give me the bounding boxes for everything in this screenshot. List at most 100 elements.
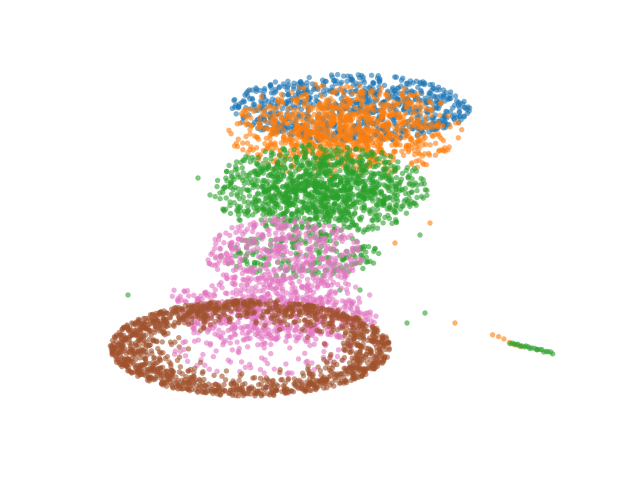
- data-point: [234, 208, 241, 214]
- data-point: [296, 240, 302, 246]
- data-point: [234, 166, 240, 172]
- data-point: [280, 81, 287, 87]
- data-point: [293, 155, 300, 161]
- data-point: [238, 159, 244, 166]
- data-point: [349, 219, 355, 225]
- data-point: [367, 258, 373, 264]
- data-point: [294, 268, 300, 275]
- data-point: [306, 142, 313, 148]
- data-point: [250, 236, 257, 242]
- data-point: [312, 216, 318, 222]
- data-point: [280, 215, 286, 221]
- data-point: [274, 161, 280, 167]
- data-point: [359, 152, 365, 158]
- data-point: [159, 339, 165, 345]
- data-point: [295, 356, 302, 362]
- data-point: [249, 228, 256, 235]
- data-point: [437, 112, 443, 119]
- data-point: [414, 187, 420, 194]
- data-point: [427, 142, 433, 148]
- data-point: [346, 197, 352, 203]
- data-point: [400, 203, 406, 209]
- data-point: [247, 248, 254, 254]
- data-point: [294, 159, 301, 166]
- data-point: [396, 137, 402, 143]
- data-point: [338, 252, 345, 258]
- data-point: [343, 249, 349, 256]
- data-point: [388, 153, 394, 160]
- data-point: [284, 150, 290, 156]
- data-point: [330, 117, 336, 123]
- data-point: [287, 257, 293, 263]
- data-point: [245, 149, 251, 156]
- data-point: [368, 87, 374, 94]
- data-point: [204, 329, 211, 335]
- data-point: [353, 199, 360, 205]
- data-point: [356, 299, 363, 305]
- data-point: [348, 306, 354, 312]
- data-point: [263, 135, 269, 142]
- data-point: [200, 369, 206, 375]
- data-point: [403, 210, 410, 216]
- data-point: [287, 169, 293, 176]
- data-point: [370, 223, 376, 229]
- data-point: [399, 170, 406, 177]
- data-point: [357, 217, 364, 223]
- data-point: [255, 155, 261, 161]
- data-point: [370, 102, 377, 108]
- data-point: [332, 289, 339, 295]
- data-point: [397, 179, 403, 185]
- data-point: [377, 76, 383, 82]
- data-point: [256, 115, 263, 122]
- data-point: [301, 122, 307, 129]
- data-point: [215, 332, 221, 338]
- data-point: [240, 147, 246, 153]
- data-point: [371, 142, 377, 149]
- data-point: [216, 327, 222, 333]
- data-point: [394, 192, 401, 198]
- data-point: [323, 311, 329, 317]
- data-point: [362, 132, 369, 138]
- data-point: [443, 90, 449, 96]
- data-point: [290, 265, 297, 271]
- data-point: [292, 186, 298, 192]
- data-point: [321, 168, 327, 174]
- data-point: [287, 345, 293, 351]
- data-point: [251, 259, 258, 266]
- data-point: [355, 308, 361, 315]
- data-point: [284, 87, 291, 93]
- data-point: [359, 92, 366, 99]
- data-point: [266, 272, 273, 278]
- data-point: [182, 288, 188, 295]
- data-point: [211, 291, 217, 298]
- data-point: [218, 280, 224, 286]
- data-point: [222, 338, 229, 344]
- data-point: [311, 193, 318, 200]
- data-point: [379, 149, 385, 156]
- data-point: [368, 72, 375, 79]
- data-point: [222, 377, 229, 383]
- data-point: [335, 281, 341, 288]
- data-point: [238, 223, 245, 229]
- data-point: [451, 115, 457, 122]
- data-point: [301, 85, 307, 91]
- data-point: [329, 228, 335, 234]
- data-point: [305, 327, 311, 333]
- data-point: [388, 170, 394, 176]
- data-point: [228, 240, 235, 246]
- data-point: [185, 293, 192, 299]
- data-point: [269, 278, 275, 284]
- data-point: [271, 366, 277, 372]
- data-point: [298, 187, 304, 194]
- data-point: [337, 120, 343, 126]
- data-point: [227, 202, 233, 209]
- data-point: [260, 180, 266, 186]
- data-point: [382, 166, 388, 172]
- data-point: [247, 159, 254, 165]
- data-point: [389, 176, 395, 182]
- data-point: [244, 344, 251, 350]
- data-point: [393, 74, 399, 80]
- data-point: [345, 170, 352, 176]
- data-point: [268, 198, 275, 204]
- data-point: [228, 179, 234, 185]
